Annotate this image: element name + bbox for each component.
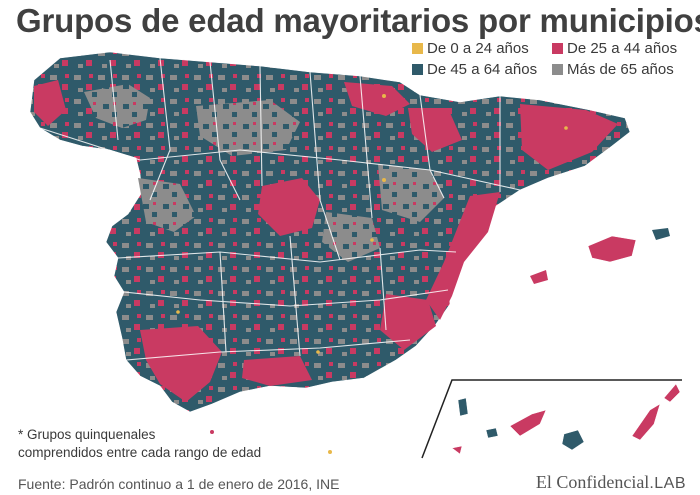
region-young-galicia-coast	[34, 80, 66, 126]
region-young-mediterranean	[426, 192, 500, 320]
region-young-malaga	[242, 356, 312, 386]
footnote-line-1: * Grupos quinquenales	[18, 427, 156, 442]
canary-gran-canaria	[561, 429, 585, 451]
legend-item-45-64: De 45 a 64 años	[412, 61, 552, 78]
canary-lanzarote	[663, 383, 681, 403]
region-older-aragon	[378, 164, 444, 222]
legend-label-25-44: De 25 a 44 años	[567, 40, 678, 57]
legend-swatch-25-44	[552, 43, 563, 54]
canary-el-hierro	[451, 445, 463, 455]
melilla-dot	[328, 450, 332, 454]
region-older-galicia	[84, 84, 150, 128]
region-young-madrid	[258, 178, 320, 236]
brand-logo: El Confidencial.LAB	[536, 472, 686, 493]
region-young-navarre	[408, 108, 462, 152]
legend-swatch-0-24	[412, 43, 423, 54]
legend-label-65plus: Más de 65 años	[567, 61, 674, 78]
canary-fuerteventura	[631, 403, 661, 441]
legend-label-45-64: De 45 a 64 años	[427, 61, 538, 78]
province-borders	[39, 57, 521, 361]
young-0-24-municipalities	[176, 94, 568, 354]
legend: De 0 a 24 años De 25 a 44 años De 45 a 6…	[412, 40, 692, 78]
legend-swatch-65plus	[552, 64, 563, 75]
ceuta-dot	[210, 430, 214, 434]
canary-tenerife	[509, 409, 547, 437]
legend-item-65plus: Más de 65 años	[552, 61, 692, 78]
brand-suffix: .LAB	[649, 475, 686, 492]
legend-item-25-44: De 25 a 44 años	[552, 40, 692, 57]
canary-inset-frame	[421, 379, 682, 459]
balearic-ibiza	[530, 270, 548, 284]
legend-item-0-24: De 0 a 24 años	[412, 40, 552, 57]
region-older-north-castile	[196, 100, 300, 156]
legend-swatch-45-64	[412, 64, 423, 75]
canary-islands	[451, 383, 681, 455]
region-young-catalonia	[520, 104, 618, 170]
region-young-basque	[344, 82, 410, 116]
legend-label-0-24: De 0 a 24 años	[427, 40, 529, 57]
balearic-mallorca	[587, 235, 637, 263]
footnote-line-2: comprendidos entre cada rango de edad	[18, 445, 262, 460]
canary-la-palma	[457, 397, 469, 417]
region-older-portugal-border	[138, 178, 196, 232]
region-young-andalusia-west	[140, 326, 222, 402]
balearic-menorca	[652, 228, 670, 240]
canary-la-gomera	[485, 427, 499, 439]
region-young-murcia	[380, 294, 436, 350]
brand-name: El Confidencial	[535, 472, 650, 492]
chart-title: Grupos de edad mayoritarios por municipi…	[16, 2, 700, 39]
footnote: * Grupos quinquenales comprendidos entre…	[18, 426, 261, 462]
source-credit: Fuente: Padrón continuo a 1 de enero de …	[18, 476, 340, 492]
